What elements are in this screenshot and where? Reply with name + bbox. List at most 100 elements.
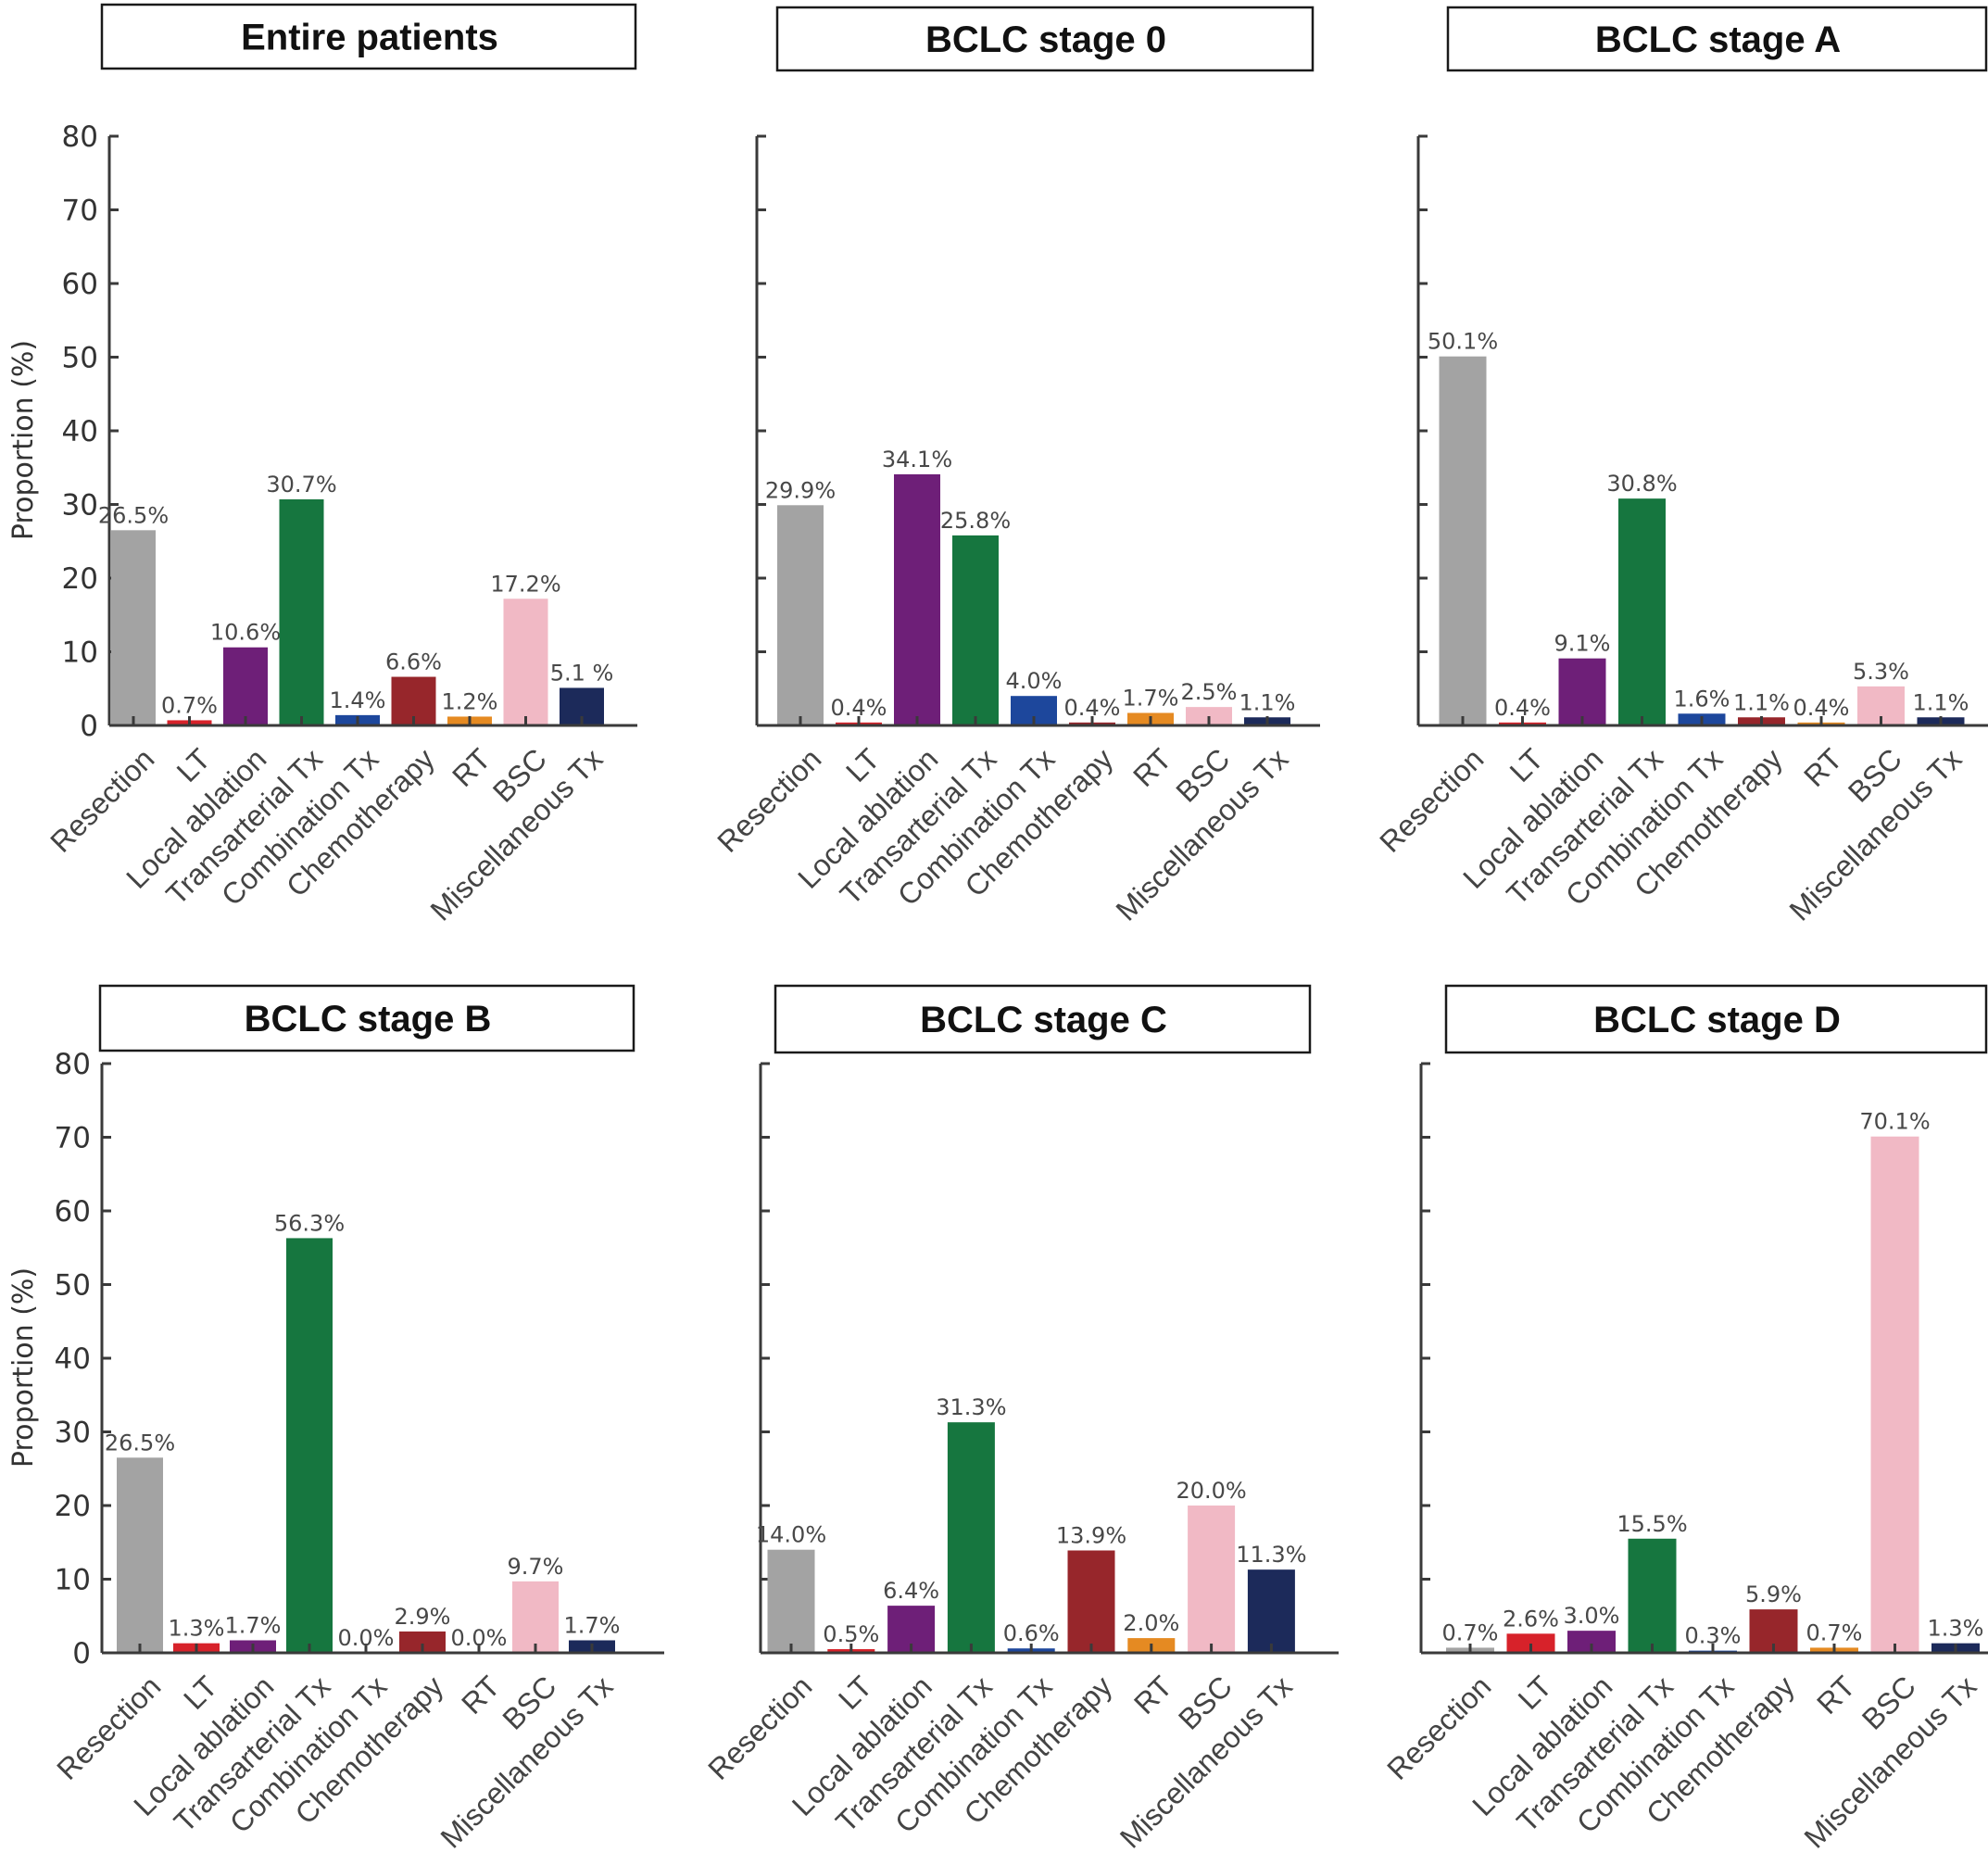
y-tick-label: 10: [55, 1564, 91, 1597]
data-label: 0.0%: [451, 1625, 508, 1651]
panel-4: BCLC stage B 0 10 20 30 40 50 60 70 80 Proportion …: [7, 984, 664, 1855]
panel-title-box: [775, 6, 1315, 72]
bar-transarterial-tx: [1628, 1538, 1677, 1652]
panel-5: BCLC stage C14.0%Resection0.5%LT6.4%Loca…: [701, 984, 1339, 1855]
data-label: 31.3%: [936, 1394, 1006, 1420]
y-tick-label: 50: [55, 1269, 91, 1303]
bar-bsc: [503, 599, 548, 725]
y-tick-label: 70: [55, 1122, 91, 1155]
data-label: 2.5%: [1181, 679, 1238, 705]
bar-resection: [111, 530, 156, 725]
data-label: 11.3%: [1236, 1542, 1306, 1568]
data-label: 5.1 %: [550, 660, 614, 686]
data-label: 2.0%: [1123, 1610, 1179, 1636]
y-tick-label: 10: [62, 636, 98, 670]
bar-resection: [767, 1549, 815, 1652]
data-label: 10.6%: [210, 620, 281, 646]
bar-transarterial-tx: [947, 1422, 995, 1652]
data-label: 26.5%: [105, 1430, 175, 1455]
data-label: 30.7%: [266, 472, 336, 498]
y-tick-label: 30: [62, 489, 98, 523]
data-label: 17.2%: [490, 571, 560, 597]
data-label: 1.1%: [1239, 689, 1296, 715]
bar-resection: [777, 505, 824, 725]
y-tick-label: 0: [80, 710, 98, 743]
y-tick-label: 50: [62, 342, 98, 375]
data-label: 2.6%: [1503, 1606, 1559, 1632]
data-label: 29.9%: [765, 477, 836, 503]
panel-title: BCLC stage C: [920, 1000, 1167, 1040]
bar-resection: [1439, 356, 1487, 725]
y-tick-label: 40: [62, 415, 98, 448]
data-label: 0.6%: [1003, 1620, 1060, 1646]
x-tick-label: LT: [1512, 1670, 1558, 1716]
x-tick-label: Resection: [1373, 742, 1490, 859]
y-tick-label: 20: [62, 562, 98, 596]
x-tick-label: Resection: [50, 1670, 167, 1786]
y-tick-label: 70: [62, 195, 98, 228]
y-tick-label: 60: [62, 268, 98, 301]
panel-title: BCLC stage A: [1595, 19, 1841, 60]
data-label: 5.9%: [1745, 1581, 1802, 1607]
bar-bsc: [1870, 1136, 1919, 1652]
bar-lt: [1506, 1633, 1555, 1652]
bar-miscellaneous-tx: [1247, 1569, 1295, 1652]
y-tick-label: 30: [55, 1417, 91, 1450]
data-label: 1.1%: [1913, 689, 1969, 715]
x-tick-label: Resection: [711, 742, 827, 859]
y-tick-label: 0: [72, 1637, 91, 1670]
bar-transarterial-tx: [1618, 498, 1666, 725]
panel-2: BCLC stage 029.9%Resection0.4%LT34.1%Loc…: [711, 6, 1320, 927]
panel-title-box: [1446, 6, 1988, 72]
data-label: 0.4%: [1494, 695, 1551, 721]
panel-3: BCLC stage A50.1%Resection0.4%LT9.1%Loca…: [1373, 6, 1988, 927]
data-label: 1.7%: [225, 1612, 282, 1638]
y-tick-label: 80: [62, 120, 98, 154]
data-label: 0.4%: [1064, 695, 1121, 721]
data-label: 30.8%: [1606, 471, 1677, 497]
data-label: 1.2%: [442, 688, 498, 714]
data-label: 1.1%: [1733, 689, 1790, 715]
data-label: 13.9%: [1056, 1522, 1126, 1548]
panel-title-box: [100, 3, 637, 70]
y-axis-label: Proportion (%): [7, 340, 40, 540]
data-label: 25.8%: [940, 508, 1011, 534]
data-label: 50.1%: [1428, 329, 1498, 355]
data-label: 70.1%: [1859, 1109, 1930, 1135]
panel-title: BCLC stage B: [245, 999, 492, 1040]
panel-title: Entire patients: [241, 18, 498, 58]
data-label: 56.3%: [274, 1210, 345, 1236]
y-tick-label: 80: [55, 1048, 91, 1081]
data-label: 1.4%: [330, 687, 386, 713]
data-label: 2.9%: [395, 1604, 451, 1630]
bar-resection: [117, 1457, 163, 1652]
panel-title: BCLC stage D: [1593, 1000, 1841, 1040]
data-label: 0.0%: [338, 1625, 395, 1651]
data-label: 0.7%: [161, 692, 218, 718]
data-label: 0.3%: [1685, 1623, 1742, 1649]
y-tick-label: 20: [55, 1490, 91, 1523]
bar-bsc: [1186, 707, 1232, 725]
panel-6: BCLC stage D0.7%Resection2.6%LT3.0%Local…: [1380, 984, 1988, 1855]
data-label: 0.7%: [1442, 1619, 1499, 1645]
data-label: 0.5%: [823, 1621, 879, 1647]
x-tick-label: RT: [1810, 1670, 1861, 1720]
data-label: 14.0%: [756, 1522, 826, 1548]
data-label: 34.1%: [882, 447, 952, 473]
x-tick-label: LT: [832, 1670, 878, 1716]
x-tick-label: RT: [1127, 1670, 1178, 1720]
bar-local-ablation: [1567, 1631, 1616, 1652]
bar-chemotherapy: [1067, 1550, 1115, 1652]
data-label: 1.3%: [169, 1616, 225, 1642]
bar-bsc: [1188, 1506, 1236, 1652]
data-label: 3.0%: [1564, 1603, 1620, 1629]
data-label: 26.5%: [98, 502, 169, 528]
data-label: 1.3%: [1928, 1616, 1984, 1642]
bar-transarterial-tx: [279, 498, 324, 725]
data-label: 0.4%: [1793, 695, 1850, 721]
y-tick-label: 40: [55, 1342, 91, 1376]
data-label: 20.0%: [1176, 1478, 1246, 1504]
data-label: 1.7%: [1123, 685, 1179, 711]
data-label: 0.4%: [831, 695, 887, 721]
